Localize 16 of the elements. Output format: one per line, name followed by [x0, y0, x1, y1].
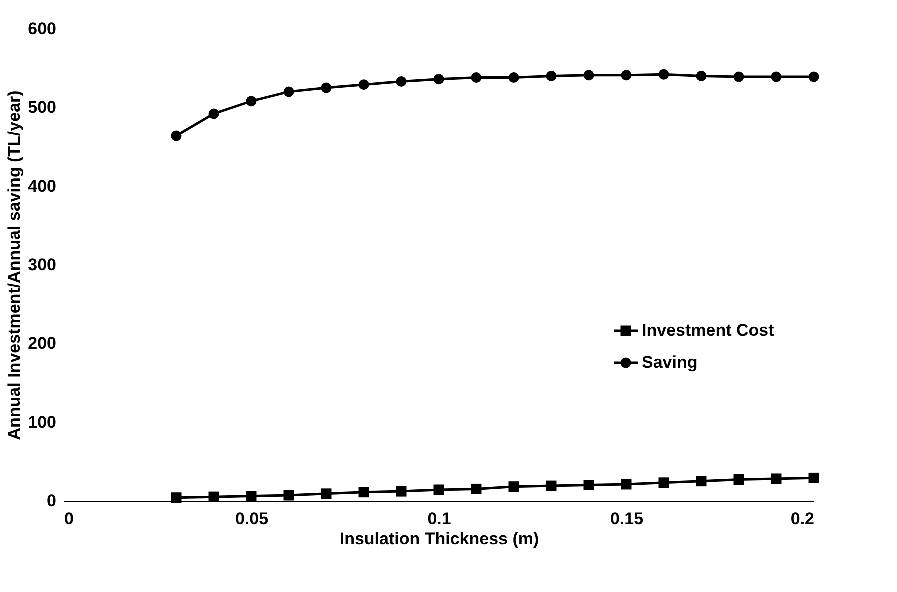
y-tick-label: 500 — [28, 98, 56, 118]
y-tick-label: 200 — [28, 334, 56, 354]
y-tick-label: 0 — [47, 492, 56, 510]
x-axis-title: Insulation Thickness (m) — [340, 530, 540, 548]
x-tick-label: 0.15 — [610, 510, 644, 528]
y-tick-label: 400 — [28, 176, 56, 196]
x-tick-label: 0.05 — [235, 510, 269, 528]
legend-label: Investment Cost — [642, 321, 775, 340]
y-tick-label: 300 — [28, 256, 56, 274]
y-tick-label: 100 — [28, 412, 56, 432]
y-tick-label: 600 — [28, 20, 56, 38]
x-tick-label: 0 — [64, 510, 74, 528]
x-tick-label: 0.1 — [428, 510, 452, 528]
x-tick-label: 0.2 — [790, 510, 814, 528]
y-axis-title: Annual Investment/Annual saving (TL/year) — [5, 90, 24, 440]
legend-label: Saving — [642, 353, 698, 372]
